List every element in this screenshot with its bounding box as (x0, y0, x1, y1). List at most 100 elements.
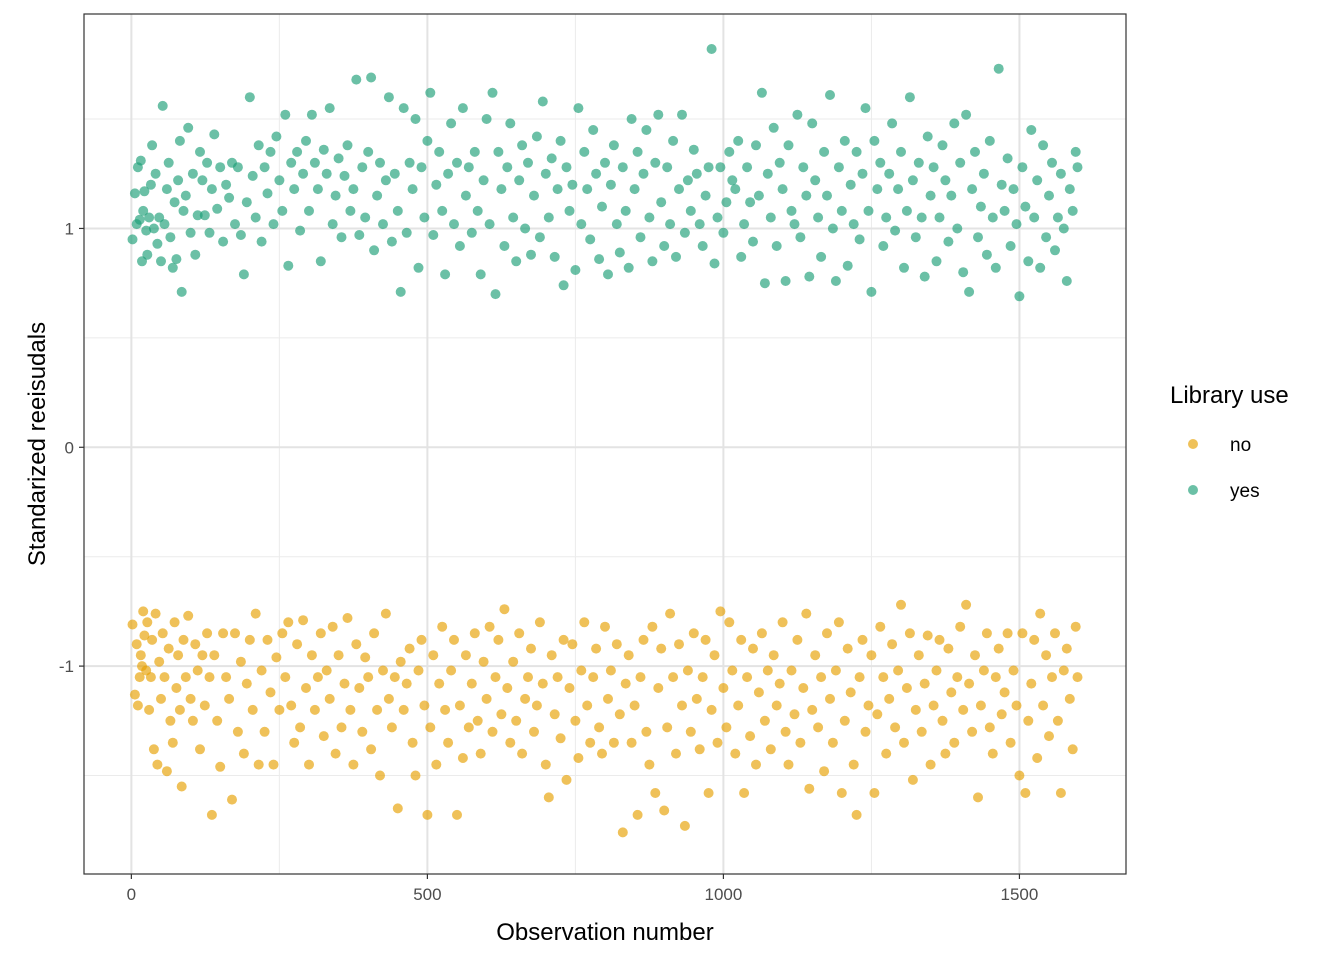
data-point-no (413, 665, 424, 676)
data-point-yes (174, 135, 185, 146)
data-point-no (623, 650, 634, 661)
data-point-yes (139, 186, 150, 197)
data-point-yes (165, 232, 176, 243)
data-point-yes (259, 162, 270, 173)
data-point-yes (668, 135, 679, 146)
data-point-yes (505, 118, 516, 129)
legend-key-yes (1188, 485, 1198, 495)
data-point-no (946, 687, 957, 698)
data-point-yes (635, 232, 646, 243)
data-point-no (964, 678, 975, 689)
data-point-no (514, 628, 525, 639)
data-point-no (863, 700, 874, 711)
data-point-yes (502, 162, 513, 173)
data-point-yes (449, 219, 459, 230)
data-point-no (804, 783, 815, 794)
data-point-yes (195, 146, 205, 157)
data-point-yes (925, 190, 936, 201)
data-point-no (928, 700, 939, 711)
data-point-no (502, 683, 513, 693)
data-point-no (454, 700, 465, 711)
data-point-yes (1044, 190, 1054, 201)
data-point-yes (878, 241, 889, 251)
data-point-no (653, 683, 664, 693)
data-point-yes (564, 205, 575, 216)
data-point-no (668, 672, 679, 683)
data-point-yes (611, 219, 622, 230)
data-point-yes (206, 184, 217, 195)
data-point-yes (327, 219, 338, 230)
data-point-yes (819, 146, 830, 157)
data-point-yes (283, 260, 294, 271)
data-point-yes (845, 179, 856, 190)
data-point-no (993, 643, 1004, 654)
data-point-no (481, 693, 492, 704)
data-point-no (706, 704, 717, 715)
data-point-yes (765, 212, 776, 223)
data-point-yes (804, 271, 815, 282)
data-point-no (342, 613, 353, 623)
data-point-no (987, 748, 998, 759)
data-point-no (756, 628, 767, 639)
data-point-yes (215, 162, 226, 173)
data-point-no (165, 715, 176, 726)
data-point-yes (742, 162, 753, 173)
data-point-yes (857, 168, 868, 179)
data-point-yes (863, 205, 874, 216)
data-point-yes (1026, 125, 1037, 135)
data-point-no (215, 761, 226, 772)
data-point-no (617, 827, 628, 838)
data-point-yes (561, 162, 572, 173)
data-point-no (996, 709, 1007, 720)
data-point-yes (262, 188, 273, 199)
data-point-yes (232, 162, 243, 173)
data-point-no (463, 722, 474, 733)
data-point-no (484, 621, 495, 632)
data-point-no (274, 704, 285, 715)
data-point-no (348, 759, 359, 770)
data-point-yes (1008, 184, 1019, 195)
data-point-yes (330, 190, 341, 201)
data-point-yes (398, 103, 409, 114)
data-point-no (410, 770, 421, 781)
data-point-no (178, 634, 189, 645)
data-point-no (218, 628, 229, 639)
data-point-yes (173, 175, 184, 186)
data-point-no (582, 700, 593, 711)
data-point-yes (573, 103, 584, 114)
data-point-yes (1055, 168, 1066, 179)
data-point-no (603, 693, 613, 704)
data-point-no (238, 748, 249, 759)
data-point-no (585, 737, 596, 748)
data-point-no (443, 737, 454, 748)
data-point-yes (665, 219, 676, 230)
data-point-yes (576, 219, 587, 230)
data-point-yes (617, 162, 628, 173)
data-point-no (336, 722, 347, 733)
data-point-yes (656, 197, 667, 208)
data-point-no (139, 630, 150, 641)
data-point-yes (768, 122, 779, 133)
data-point-no (724, 617, 735, 628)
data-point-no (561, 774, 572, 785)
data-point-no (629, 700, 640, 711)
data-point-no (881, 748, 892, 759)
data-point-yes (514, 175, 525, 186)
data-point-yes (301, 135, 311, 146)
data-point-no (890, 722, 901, 733)
data-point-yes (360, 212, 371, 223)
data-points (127, 44, 1083, 838)
data-point-yes (899, 262, 909, 273)
data-point-yes (324, 103, 335, 114)
x-tick-label: 1500 (1001, 885, 1039, 904)
data-point-yes (134, 214, 145, 225)
data-point-no (1032, 753, 1043, 763)
data-point-no (1035, 608, 1046, 619)
data-point-yes (934, 212, 945, 223)
data-point-no (679, 820, 690, 831)
data-point-no (694, 744, 705, 755)
data-point-yes (156, 256, 166, 267)
data-point-yes (816, 251, 827, 262)
data-point-yes (183, 122, 194, 133)
data-point-no (517, 748, 528, 759)
